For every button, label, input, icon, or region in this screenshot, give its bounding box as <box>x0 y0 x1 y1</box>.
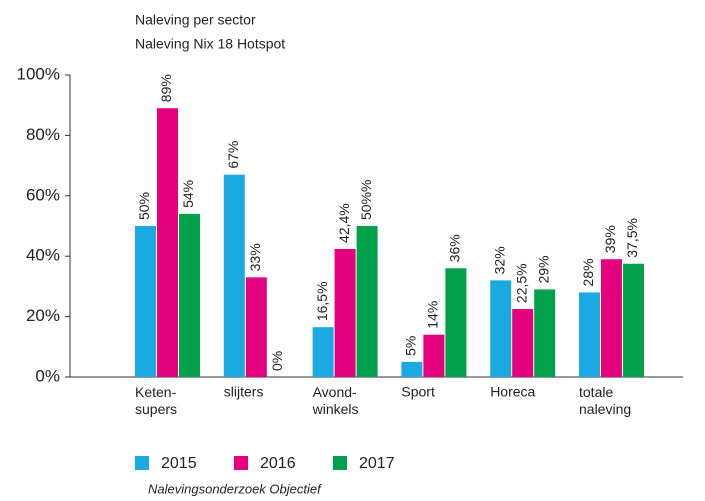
value-label: 36% <box>447 234 463 262</box>
value-label: 16,5% <box>314 281 330 321</box>
legend-swatch <box>135 456 149 470</box>
bar <box>601 259 622 377</box>
value-label: 14% <box>425 301 441 329</box>
value-label: 67% <box>225 141 241 169</box>
y-tick-label: 0% <box>35 366 60 385</box>
bar <box>223 174 245 377</box>
bar <box>179 213 200 377</box>
value-label: 0% <box>269 351 285 371</box>
value-label: 39% <box>602 225 618 253</box>
value-label: 28% <box>580 258 596 286</box>
bar <box>623 263 644 377</box>
legend-label: 2016 <box>260 455 296 472</box>
bar <box>356 226 378 377</box>
bar <box>157 108 178 377</box>
x-tick-label: Avond-winkels <box>312 384 359 417</box>
bar <box>490 280 512 377</box>
legend-label: 2017 <box>359 455 395 472</box>
value-label: 32% <box>491 246 507 274</box>
x-tick-label: totale naleving <box>579 384 631 417</box>
x-tick-label: Sport <box>401 384 435 400</box>
bar <box>534 289 556 377</box>
y-tick-label: 20% <box>26 306 60 325</box>
bar <box>445 268 467 377</box>
value-label: 5% <box>403 336 419 356</box>
bar <box>334 248 356 377</box>
value-label: 50% <box>136 192 152 220</box>
legend-swatch <box>333 456 347 470</box>
bar <box>423 334 445 377</box>
value-label: 33% <box>247 243 263 271</box>
source: Nalevingsonderzoek Objectief <box>148 481 322 496</box>
value-label: 37,5% <box>624 218 640 258</box>
bar <box>135 226 156 377</box>
y-tick-label: 100% <box>17 64 60 83</box>
x-tick-label: slijters <box>224 384 264 400</box>
chart-title: Naleving per sector <box>135 12 256 28</box>
bar <box>512 309 534 377</box>
bar <box>245 277 267 377</box>
legend-label: 2015 <box>161 455 197 472</box>
value-label: 54% <box>180 180 196 208</box>
value-label: 50%% <box>358 180 374 220</box>
bar <box>401 361 423 377</box>
bar <box>312 327 334 377</box>
y-tick-label: 40% <box>26 246 60 265</box>
legend-swatch <box>234 456 248 470</box>
x-tick-label: Horeca <box>490 384 535 400</box>
chart-subtitle: Naleving Nix 18 Hotspot <box>135 36 285 52</box>
value-label: 22,5% <box>513 263 529 303</box>
value-label: 42,4% <box>336 203 352 243</box>
x-tick-label: Keten-supers <box>135 384 177 417</box>
value-label: 89% <box>158 74 174 102</box>
y-tick-label: 80% <box>26 125 60 144</box>
value-label: 29% <box>535 255 551 283</box>
y-tick-label: 60% <box>26 185 60 204</box>
bar <box>579 292 600 377</box>
